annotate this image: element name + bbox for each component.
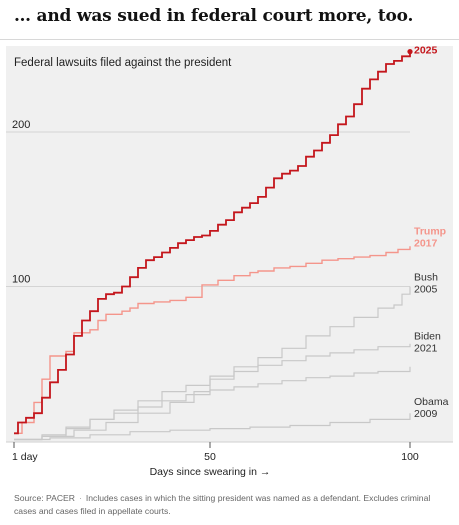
x-tick-label-1: 1 day: [12, 451, 38, 463]
series-line-series-5: [14, 366, 411, 441]
x-axis-label: Days since swearing in →: [150, 466, 271, 478]
series-label-biden-2021: Biden: [414, 331, 441, 343]
series-year-trump-2025: 2025: [414, 45, 438, 57]
series-line-trump-2017: [14, 246, 411, 434]
grid: 100 200: [6, 119, 410, 287]
series-group: [14, 49, 413, 441]
source-note: Source: PACER · Includes cases in which th…: [14, 492, 454, 518]
y-tick-label-100: 100: [12, 273, 30, 285]
series-year-biden-2021: 2021: [414, 343, 438, 355]
source-text: Includes cases in which the sitting pres…: [14, 493, 431, 516]
series-label-obama-2009: Obama: [414, 396, 449, 408]
x-axis: 1 day 50 100: [6, 441, 453, 463]
series-line-obama-2009: [14, 413, 411, 441]
headline: … and was sued in federal court more, to…: [14, 6, 414, 26]
series-year-obama-2009: 2009: [414, 408, 438, 420]
chart: 100 200 Bush 2005 Biden 2021 Obama 2009 Trump 20…: [0, 33, 459, 490]
series-line-biden-2021: [14, 343, 411, 441]
source-separator: ·: [78, 493, 82, 503]
label-group: Bush2005Biden2021Obama2009Trump2017Trump…: [414, 33, 449, 421]
series-label-bush-2005: Bush: [414, 271, 438, 283]
plot-background: [6, 46, 453, 442]
series-end-dot-trump-2025: [407, 49, 413, 55]
divider: [0, 39, 459, 40]
series-line-trump-2025: [14, 51, 411, 435]
x-tick-label-50: 50: [204, 451, 216, 463]
series-year-bush-2005: 2005: [414, 283, 438, 295]
series-label-trump-2017: Trump: [414, 225, 446, 237]
series-year-trump-2017: 2017: [414, 237, 438, 249]
source-label: Source: PACER: [14, 493, 75, 503]
x-tick-label-100: 100: [401, 451, 419, 463]
chart-title: Federal lawsuits filed against the presi…: [14, 57, 232, 69]
y-tick-label-200: 200: [12, 119, 30, 131]
